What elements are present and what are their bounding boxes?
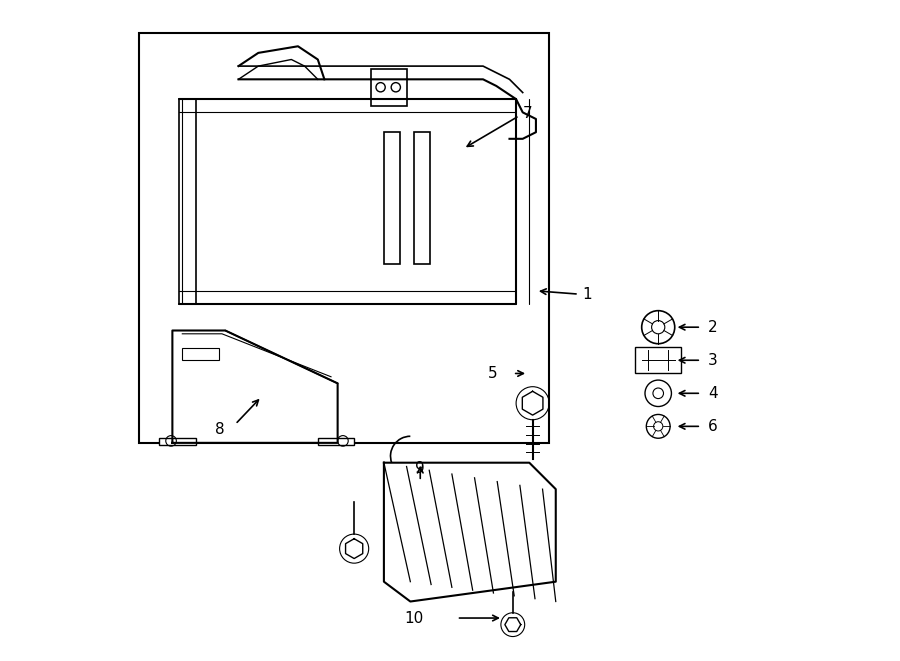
Bar: [635, 347, 681, 373]
Bar: [384, 132, 400, 264]
Text: 6: 6: [707, 419, 717, 434]
Bar: [371, 69, 407, 106]
Text: 3: 3: [707, 353, 717, 368]
Text: 8: 8: [215, 422, 225, 437]
Text: 4: 4: [707, 386, 717, 401]
Text: 2: 2: [707, 320, 717, 334]
Text: 10: 10: [404, 611, 424, 625]
Text: 1: 1: [582, 287, 592, 301]
Text: 5: 5: [488, 366, 498, 381]
Bar: [318, 438, 355, 445]
Bar: [414, 132, 430, 264]
Text: 9: 9: [416, 461, 425, 476]
Bar: [140, 33, 549, 443]
Bar: [159, 438, 195, 445]
Bar: [183, 348, 219, 360]
Text: 7: 7: [523, 106, 532, 121]
Bar: [179, 99, 195, 304]
